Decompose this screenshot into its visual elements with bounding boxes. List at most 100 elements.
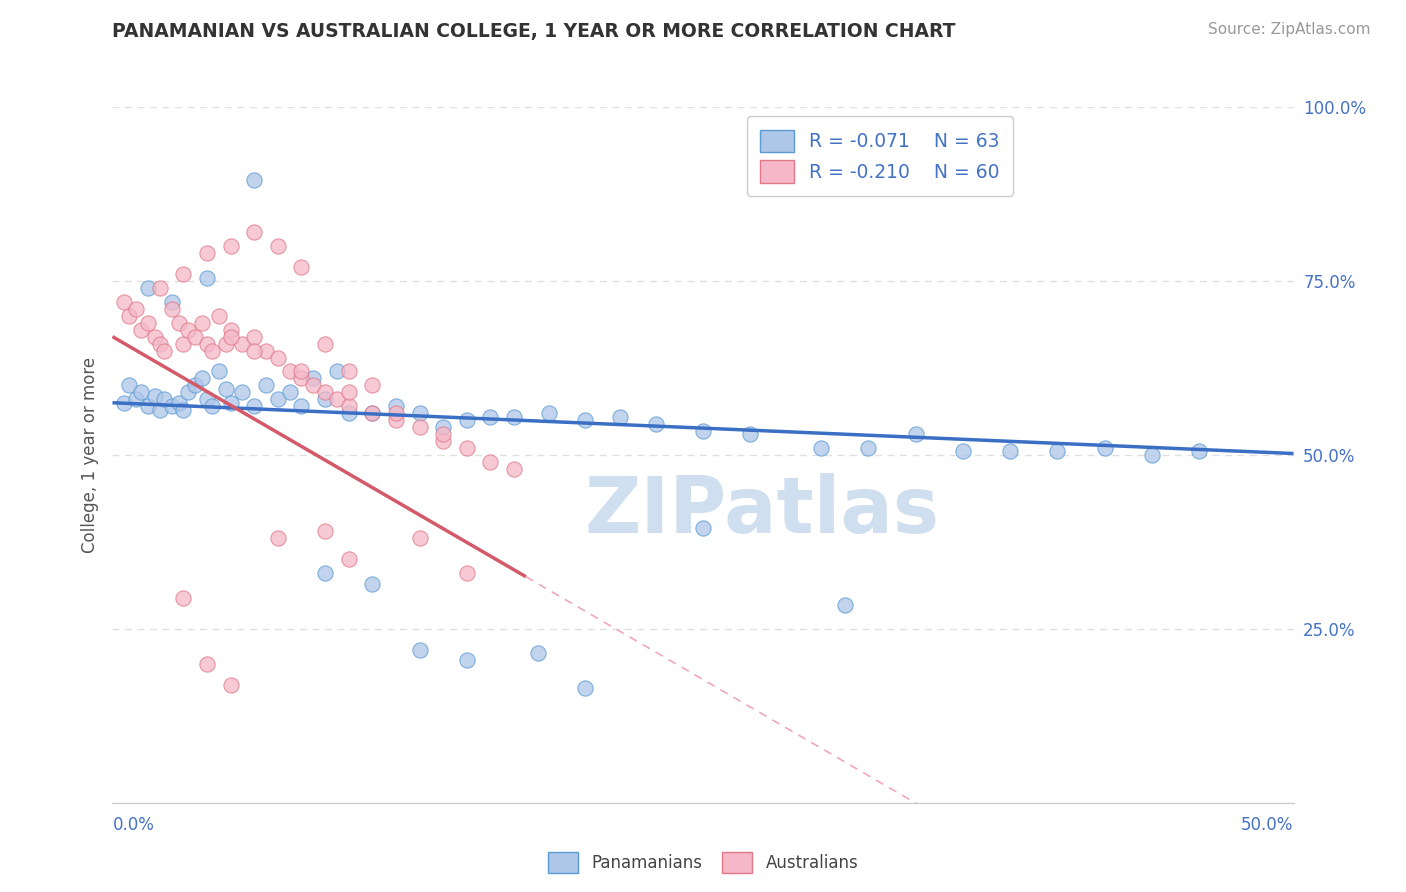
Point <box>167 396 190 410</box>
Point <box>172 402 194 417</box>
Point <box>574 681 596 695</box>
Point <box>456 413 478 427</box>
Point <box>243 329 266 343</box>
Point <box>278 364 301 378</box>
Point <box>231 336 253 351</box>
Point <box>195 336 218 351</box>
Point <box>129 385 152 400</box>
Point <box>337 406 360 420</box>
Legend: R = -0.071    N = 63, R = -0.210    N = 60: R = -0.071 N = 63, R = -0.210 N = 60 <box>747 117 1012 196</box>
Point <box>456 653 478 667</box>
Point <box>136 281 159 295</box>
Point <box>834 598 856 612</box>
Point <box>503 462 526 476</box>
Point <box>479 409 502 424</box>
Point <box>143 329 166 343</box>
Point <box>326 364 349 378</box>
Point <box>149 336 172 351</box>
Point <box>208 364 231 378</box>
Point <box>143 389 166 403</box>
Point <box>456 566 478 581</box>
Point <box>267 392 290 407</box>
Point <box>191 316 214 330</box>
Point <box>361 406 384 420</box>
Point <box>129 323 152 337</box>
Point <box>112 294 135 309</box>
Point <box>118 309 141 323</box>
Point <box>302 371 325 385</box>
Point <box>361 406 384 420</box>
Point <box>167 316 190 330</box>
Point <box>290 371 312 385</box>
Point <box>160 294 183 309</box>
Point <box>118 378 141 392</box>
Point <box>314 524 336 539</box>
Point <box>314 336 336 351</box>
Point <box>314 385 336 400</box>
Point <box>184 378 207 392</box>
Point <box>160 399 183 413</box>
Point <box>219 396 242 410</box>
Point <box>337 385 360 400</box>
Point <box>125 301 148 316</box>
Point <box>609 409 631 424</box>
Point <box>385 406 408 420</box>
Point <box>254 378 277 392</box>
Y-axis label: College, 1 year or more: College, 1 year or more <box>80 357 98 553</box>
Point <box>538 406 561 420</box>
Point <box>408 532 430 546</box>
Point <box>267 532 290 546</box>
Point <box>125 392 148 407</box>
Point <box>456 441 478 455</box>
Point <box>267 351 290 365</box>
Point <box>195 392 218 407</box>
Point <box>177 323 200 337</box>
Point <box>172 591 194 605</box>
Point <box>385 399 408 413</box>
Point <box>267 239 290 253</box>
Point <box>337 364 360 378</box>
Point <box>290 399 312 413</box>
Point <box>644 417 666 431</box>
Point <box>408 420 430 434</box>
Point <box>314 566 336 581</box>
Point <box>432 427 454 442</box>
Point <box>952 444 974 458</box>
Point <box>191 371 214 385</box>
Point <box>503 409 526 424</box>
Point <box>1046 444 1069 458</box>
Point <box>201 399 224 413</box>
Point <box>526 646 548 660</box>
Point <box>149 281 172 295</box>
Text: PANAMANIAN VS AUSTRALIAN COLLEGE, 1 YEAR OR MORE CORRELATION CHART: PANAMANIAN VS AUSTRALIAN COLLEGE, 1 YEAR… <box>112 22 956 41</box>
Text: 50.0%: 50.0% <box>1241 816 1294 834</box>
Point <box>337 552 360 566</box>
Point <box>219 677 242 691</box>
Point <box>361 378 384 392</box>
Point <box>337 399 360 413</box>
Point <box>195 657 218 671</box>
Point <box>184 329 207 343</box>
Point <box>172 336 194 351</box>
Point <box>432 434 454 448</box>
Point <box>290 364 312 378</box>
Point <box>149 402 172 417</box>
Point <box>408 642 430 657</box>
Point <box>153 343 176 358</box>
Legend: Panamanians, Australians: Panamanians, Australians <box>541 846 865 880</box>
Point <box>385 413 408 427</box>
Point <box>153 392 176 407</box>
Point <box>1188 444 1211 458</box>
Point <box>314 392 336 407</box>
Point <box>904 427 927 442</box>
Point <box>172 267 194 281</box>
Point <box>858 441 880 455</box>
Point <box>740 427 762 442</box>
Point <box>692 424 714 438</box>
Point <box>215 336 238 351</box>
Point <box>326 392 349 407</box>
Text: 0.0%: 0.0% <box>112 816 155 834</box>
Point <box>278 385 301 400</box>
Point <box>160 301 183 316</box>
Point <box>136 316 159 330</box>
